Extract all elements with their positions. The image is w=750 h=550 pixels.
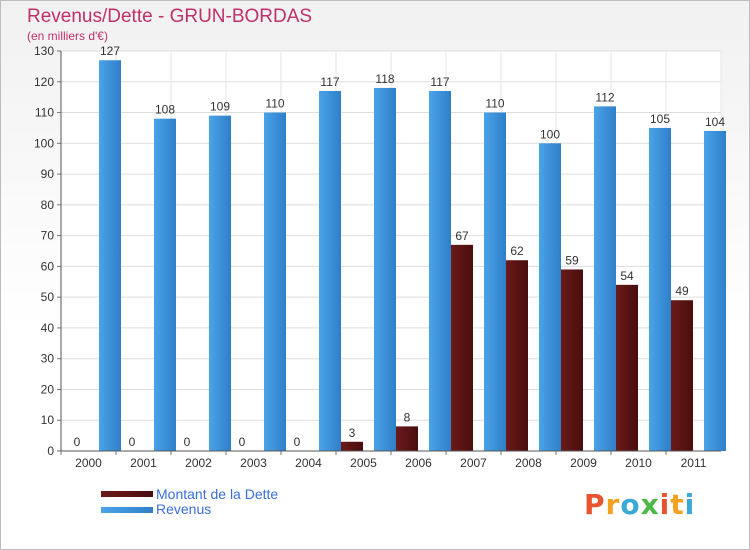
x-tick-label: 2002 [185,456,212,470]
bar-revenus [594,106,616,451]
data-label-dette: 67 [455,229,469,243]
bar-revenus [319,91,341,451]
data-label-revenus: 117 [320,75,339,89]
bar-dette [671,300,693,451]
data-label-revenus: 105 [650,112,670,126]
bar-revenus [209,115,231,451]
legend-swatch-revenus [101,507,153,513]
data-label-dette: 0 [184,435,191,449]
data-label-dette: 0 [239,435,246,449]
data-label-dette: 62 [510,244,524,258]
data-label-dette: 0 [129,435,136,449]
x-tick-label: 2004 [295,456,322,470]
bar-revenus [264,112,286,452]
legend-swatch-dette [101,491,153,497]
chart-title: Revenus/Dette - GRUN-BORDAS [27,6,313,27]
data-label-revenus: 118 [375,72,394,86]
bar-revenus [429,91,451,451]
y-tick-label: 120 [34,75,54,89]
y-tick-label: 70 [41,229,55,243]
bar-revenus [154,118,176,451]
bar-dette [561,269,583,451]
x-tick-label: 2005 [350,456,377,470]
logo-letter: i [659,488,671,521]
logo-letter: x [640,488,660,521]
x-tick-label: 2008 [515,456,542,470]
bar-dette [506,260,528,451]
bar-dette [396,426,418,451]
data-label-revenus: 100 [540,127,560,141]
bar-revenus [649,127,671,451]
data-label-dette: 49 [675,284,689,298]
y-tick-label: 50 [41,290,55,304]
y-tick-label: 10 [41,413,55,427]
data-label-revenus: 117 [430,75,449,89]
logo-letter: r [605,488,621,521]
data-label-revenus: 127 [100,44,120,58]
x-tick-label: 2001 [130,456,157,470]
data-label-dette: 3 [349,426,356,440]
bar-dette [451,244,473,451]
y-tick-label: 0 [47,444,54,458]
data-label-revenus: 104 [705,115,725,129]
data-label-revenus: 110 [485,97,504,111]
bar-dette [616,284,638,451]
data-label-dette: 59 [565,253,579,267]
y-tick-label: 130 [34,44,54,58]
data-label-revenus: 108 [155,103,175,117]
x-tick-label: 2011 [681,456,707,470]
logo-letter: i [684,488,696,521]
data-label-revenus: 112 [595,90,614,104]
bar-revenus [99,60,121,451]
legend-label-revenus: Revenus [156,501,212,517]
bar-dette [341,441,363,451]
data-label-revenus: 110 [265,97,284,111]
logo-letter: P [584,488,606,521]
x-tick-label: 2010 [625,456,652,470]
y-tick-label: 90 [41,167,55,181]
data-label-dette: 0 [74,435,81,449]
bar-revenus [704,131,726,451]
logo-letter: o [620,488,641,521]
y-tick-label: 30 [41,352,55,366]
logo-letter: t [670,488,685,521]
chart-subtitle: (en milliers d'€) [27,29,108,43]
bar-revenus [539,143,561,452]
y-tick-label: 100 [34,136,54,150]
x-tick-label: 2009 [570,456,597,470]
x-tick-label: 2006 [405,456,432,470]
bar-revenus [484,112,506,452]
y-tick-label: 20 [41,382,55,396]
data-label-dette: 0 [294,435,301,449]
x-tick-label: 2007 [460,456,487,470]
data-label-dette: 54 [620,269,634,283]
proxiti-logo: Proxiti [584,488,695,521]
y-tick-label: 40 [41,321,55,335]
legend-label-dette: Montant de la Dette [156,486,279,502]
y-tick-label: 110 [35,106,54,120]
x-tick-label: 2000 [75,456,102,470]
bar-revenus [374,87,396,451]
y-tick-label: 80 [41,198,55,212]
data-label-revenus: 109 [210,100,230,114]
data-label-dette: 8 [404,410,411,424]
y-tick-label: 60 [41,259,55,273]
x-tick-label: 2003 [240,456,267,470]
